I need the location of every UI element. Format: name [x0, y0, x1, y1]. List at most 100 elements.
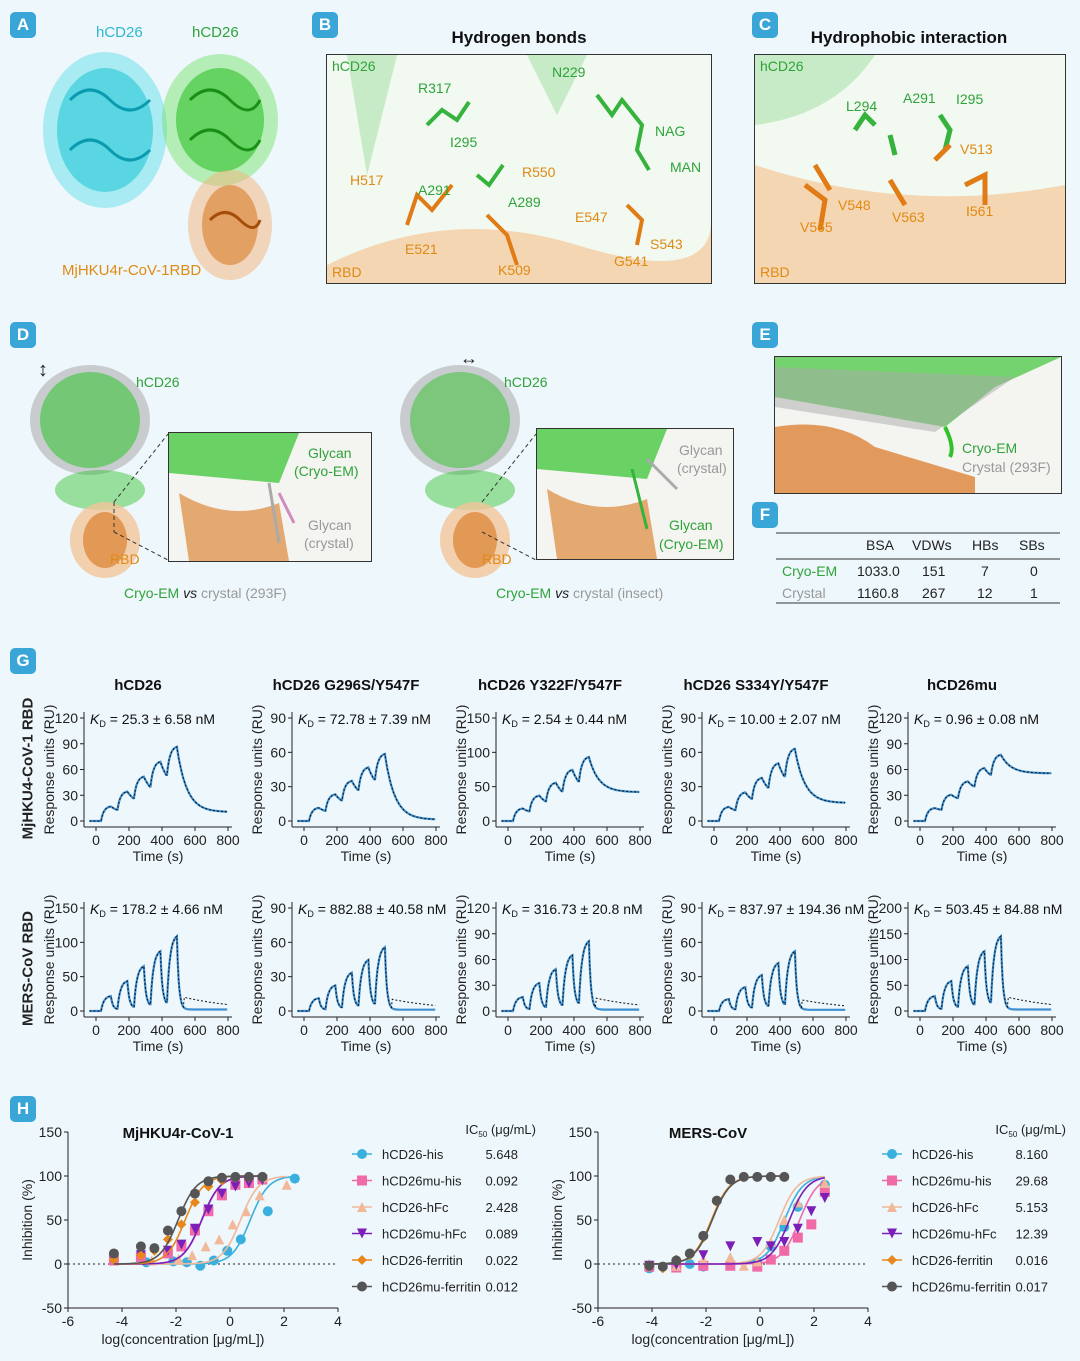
spr-x-tick-label: 400 — [974, 1022, 998, 1038]
res-I561: I561 — [966, 203, 994, 219]
spr-plot-r2-c2: 0 30 60 90 0 200 400 600 800 Time (s) Response uni… — [249, 895, 448, 1054]
f-row-crystal-vdws: 267 — [922, 585, 946, 601]
ic-legend-marker — [887, 1281, 897, 1292]
res-R550: R550 — [522, 164, 556, 180]
f-row-cryo-sbs: 0 — [1030, 563, 1038, 579]
d-glycan-cry-1: Glycan — [308, 517, 352, 533]
spr-x-axis-label: Time (s) — [133, 848, 184, 864]
ic-data-point — [792, 1223, 803, 1234]
spr-y-tick-label: 60 — [680, 744, 696, 760]
res-E547: E547 — [575, 209, 608, 225]
ic-legend-label: hCD26mu-ferritin — [912, 1280, 1011, 1295]
ic-data-point — [108, 1248, 119, 1259]
d-caption-2: Cryo-EM vs crystal (insect) — [496, 585, 664, 601]
spr-y-tick-label: 60 — [474, 952, 490, 968]
spr-x-tick-label: 0 — [710, 1022, 718, 1038]
ic-legend-ic50: 8.160 — [1015, 1147, 1048, 1162]
spr-x-axis-label: Time (s) — [957, 1038, 1008, 1054]
ic-data-point — [173, 1253, 184, 1264]
ic-data-point — [657, 1261, 668, 1272]
spr-fit-curve — [913, 935, 1052, 1012]
spr-sensorgram-curve — [501, 939, 640, 1013]
panel-label-g: G — [10, 648, 36, 674]
ic-data-point — [189, 1188, 200, 1199]
spr-x-tick-label: 400 — [358, 1022, 382, 1038]
ic-x-tick-label: -6 — [592, 1313, 605, 1329]
spr-x-tick-label: 800 — [628, 1022, 652, 1038]
ic-legend-ic50: 0.012 — [485, 1280, 518, 1295]
spr-x-tick-label: 400 — [768, 832, 792, 848]
ic-data-point — [241, 1206, 252, 1217]
c-rbd-label: RBD — [760, 264, 790, 280]
ic-legend-marker — [357, 1228, 367, 1239]
spr-x-tick-label: 0 — [92, 832, 100, 848]
ic-data-point — [806, 1219, 817, 1230]
spr-kd-label: KD = 10.00 ± 2.07 nM — [708, 711, 841, 729]
spr-x-tick-label: 0 — [300, 1022, 308, 1038]
ic-data-point — [162, 1225, 173, 1236]
spr-y-tick-label: 30 — [680, 969, 696, 985]
f-header-sbs: SBs — [1019, 537, 1045, 553]
ic-y-tick-label: 50 — [576, 1212, 592, 1228]
spr-y-tick-label: 0 — [278, 813, 286, 829]
ic-chart-title: MjHKU4r-CoV-1 — [123, 1125, 234, 1142]
spr-y-tick-label: 90 — [270, 710, 286, 726]
ic-legend-marker — [887, 1202, 897, 1212]
ic-legend-ic50: 29.68 — [1015, 1174, 1048, 1189]
ic-legend-label: hCD26-hFc — [912, 1200, 979, 1215]
spr-fit-curve — [297, 946, 436, 1012]
res-V565: V565 — [800, 219, 833, 235]
spr-y-tick-label: 60 — [886, 762, 902, 778]
spr-y-axis-label: Response units (RU) — [249, 895, 265, 1025]
ic-y-tick-label: 150 — [569, 1124, 593, 1140]
spr-kd-label: KD = 316.73 ± 20.8 nM — [502, 901, 643, 919]
f-header-bsa: BSA — [866, 537, 895, 553]
ic-data-point — [281, 1179, 292, 1190]
res-I295: I295 — [450, 134, 478, 150]
ic-data-point — [698, 1250, 709, 1261]
hydrophobic-structure-box — [754, 54, 1066, 284]
res-A291: A291 — [418, 182, 451, 198]
f-row-cryo-vdws: 151 — [922, 563, 946, 579]
ic-x-tick-label: 4 — [334, 1313, 342, 1329]
ic-chart-title: MERS-CoV — [669, 1125, 747, 1142]
spr-fit-curve — [297, 753, 436, 822]
d-overlay-structure-2: ↔ — [400, 350, 520, 578]
f-row-crystal-bsa: 1160.8 — [857, 585, 899, 601]
spr-sensorgram-curve — [297, 945, 436, 1013]
ic-data-point — [725, 1260, 736, 1271]
ic-legend-marker — [357, 1175, 367, 1186]
res-V548: V548 — [838, 197, 871, 213]
spr-y-tick-label: 50 — [474, 779, 490, 795]
ic-legend-ic50: 12.39 — [1015, 1227, 1048, 1242]
spr-x-tick-label: 600 — [595, 1022, 619, 1038]
b-hcd26-label: hCD26 — [332, 58, 376, 74]
hcd26-left-label: hCD26 — [96, 24, 143, 41]
ic-data-point — [779, 1237, 790, 1247]
spr-kd-label: KD = 0.96 ± 0.08 nM — [914, 711, 1039, 729]
ic-x-tick-label: -4 — [116, 1313, 129, 1329]
f-table-rules — [776, 532, 1060, 604]
spr-plot-r1-c5: hCD26mu 0 30 60 90 120 0 200 400 600 800 Time (s) Re… — [865, 677, 1064, 864]
ic-fit-curve — [151, 1175, 287, 1265]
ic-data-point — [135, 1250, 146, 1261]
complex-structure-image — [43, 52, 278, 280]
ic-legend-label: hCD26mu-his — [382, 1174, 462, 1189]
ic-data-point — [257, 1171, 268, 1182]
b-rbd-label: RBD — [332, 264, 362, 280]
spr-y-tick-label: 30 — [474, 977, 490, 993]
e-cryo-label: Cryo-EM — [962, 440, 1018, 456]
spr-y-tick-label: 30 — [62, 787, 78, 803]
d-inset-box-2 — [536, 428, 734, 560]
f-row-cryo-hbs: 7 — [981, 563, 989, 579]
spr-y-tick-label: 90 — [680, 900, 696, 916]
spr-column-title: hCD26 S334Y/Y547F — [683, 677, 828, 694]
spr-y-axis-label: Response units (RU) — [453, 705, 469, 835]
spr-sensorgram-curve — [89, 745, 228, 823]
ic-x-axis-label: log(concentration [μg/mL]) — [102, 1331, 265, 1347]
ic-legend-ic50: 0.022 — [485, 1253, 518, 1268]
res-G541: G541 — [614, 253, 649, 269]
spr-y-tick-label: 0 — [894, 813, 902, 829]
spr-x-tick-label: 600 — [391, 832, 415, 848]
spr-y-axis-label: Response units (RU) — [41, 705, 57, 835]
